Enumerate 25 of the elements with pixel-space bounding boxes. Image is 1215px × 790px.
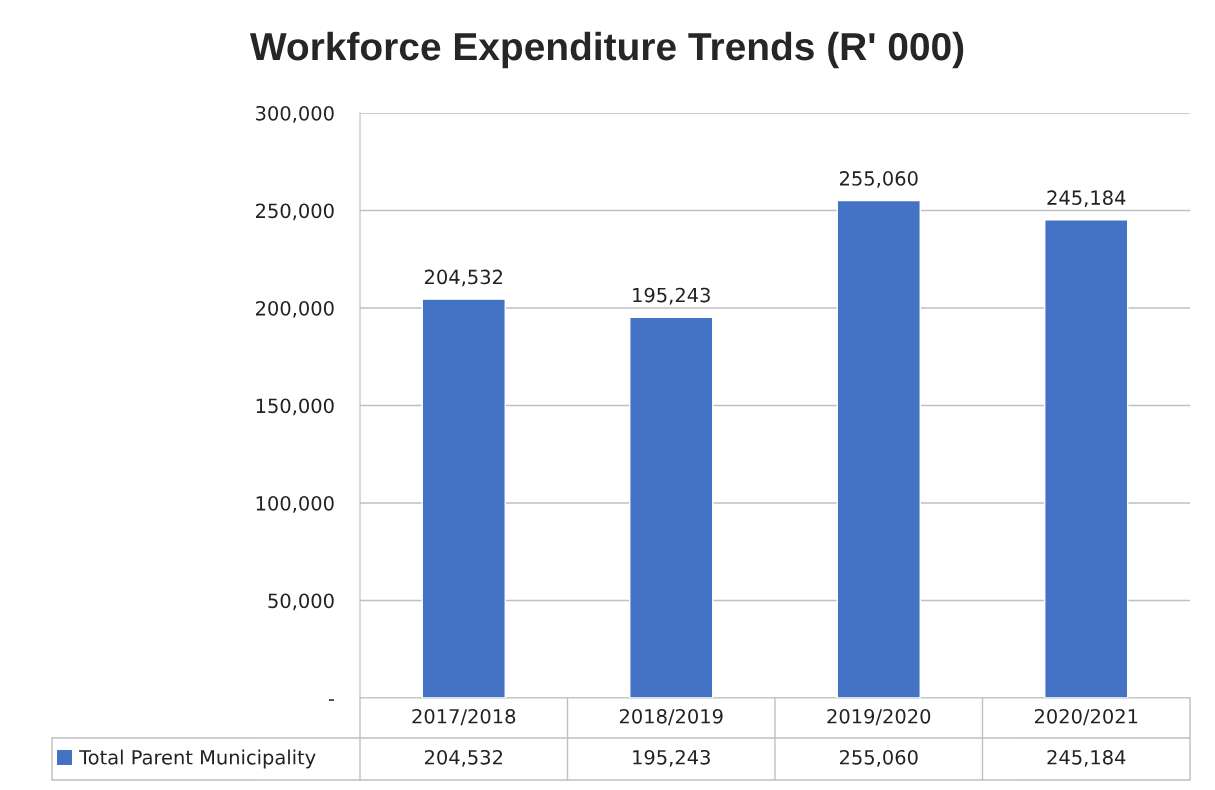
x-tick-label: 2017/2018 xyxy=(412,708,516,726)
text: 195,243 xyxy=(633,287,710,305)
bar xyxy=(1044,219,1129,698)
bar xyxy=(836,199,921,698)
data-label: 195,243 xyxy=(633,749,710,767)
y-tick-label: 100,000 xyxy=(256,495,334,513)
bar xyxy=(629,316,714,698)
text: 255,060 xyxy=(839,171,918,188)
x-tick-label: 2020/2021 xyxy=(1034,708,1138,726)
legend-label: Total Parent Municipality xyxy=(79,749,316,769)
data-label: 245,184 xyxy=(1047,749,1126,767)
data-label: 255,060 xyxy=(839,749,918,767)
y-tick-label: - xyxy=(328,699,335,701)
x-tick-label: 2019/2020 xyxy=(827,708,931,726)
text: 245,184 xyxy=(1047,190,1126,207)
y-tick-label: 150,000 xyxy=(256,398,334,416)
y-tick-label: 300,000 xyxy=(256,105,334,123)
chart-title: Workforce Expenditure Trends (R' 000) xyxy=(249,31,964,69)
y-tick-label: 200,000 xyxy=(256,300,334,318)
bar xyxy=(421,298,506,698)
y-tick-label: 50,000 xyxy=(268,593,334,611)
data-label: 204,532 xyxy=(424,749,503,767)
text: 204,532 xyxy=(424,269,503,287)
x-tick-label: 2018/2019 xyxy=(619,708,723,726)
y-tick-label: 250,000 xyxy=(256,203,334,221)
